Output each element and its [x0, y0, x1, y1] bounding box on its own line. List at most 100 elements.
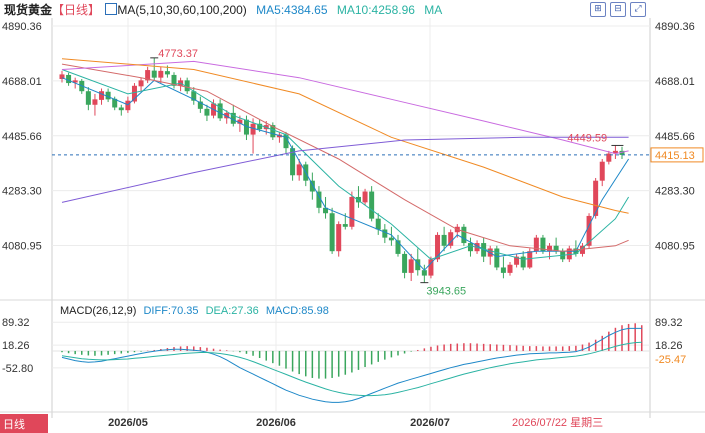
- candle-body: [164, 71, 170, 75]
- candle-body: [547, 245, 553, 252]
- macd-tick-left-1: 18.26: [2, 340, 30, 352]
- candle-body: [99, 91, 105, 100]
- expand-icon[interactable]: ⤢: [630, 2, 646, 17]
- candle-body: [355, 196, 361, 203]
- candle-body: [349, 196, 355, 227]
- candle-body: [197, 101, 203, 109]
- candle-body: [296, 164, 302, 176]
- candle-body: [250, 123, 256, 135]
- candle-body: [441, 234, 447, 246]
- ma-extra-label: MA: [424, 3, 443, 17]
- candle-body: [59, 74, 65, 80]
- candle-body: [66, 74, 72, 84]
- candle-body: [85, 91, 91, 105]
- candle-body: [579, 245, 585, 254]
- ma200-line: [61, 136, 629, 203]
- candle-body: [243, 119, 249, 135]
- candle-body: [428, 259, 434, 276]
- candle-body: [171, 74, 177, 86]
- candle-body: [369, 191, 375, 219]
- zoom-in-icon[interactable]: ⊞: [590, 2, 606, 17]
- x-label-2: 2026/07: [410, 417, 450, 429]
- candle-body: [514, 256, 520, 265]
- candle-body: [467, 243, 473, 252]
- macd-diff-line: [61, 327, 642, 403]
- candle-body: [362, 191, 368, 203]
- candle-body: [283, 134, 289, 149]
- candle-body: [507, 264, 513, 273]
- footer-tag: [0, 414, 48, 433]
- candle-body: [435, 234, 441, 260]
- candle-body: [184, 80, 190, 92]
- period-label[interactable]: 【日线】: [52, 3, 101, 17]
- candle-body: [138, 80, 144, 87]
- macd-dea-readout: DEA:27.36: [205, 305, 259, 317]
- candle-body: [204, 108, 210, 116]
- y-tick-right-3: 4283.30: [655, 186, 695, 198]
- current-price-text: 4415.13: [655, 150, 695, 162]
- ma5-line: [61, 77, 630, 271]
- y-tick-right-1: 4688.01: [655, 76, 695, 88]
- macd-tick-right-0: 89.32: [655, 317, 683, 329]
- y-tick-left-1: 4688.01: [2, 76, 42, 88]
- y-tick-right-0: 4890.36: [655, 21, 695, 33]
- candle-body: [461, 226, 467, 244]
- candle-body: [553, 245, 559, 252]
- candle-body: [448, 232, 454, 246]
- candle-body: [290, 148, 296, 176]
- recent-high-annotation: 4449.59: [567, 132, 607, 144]
- current-price-tag: [650, 147, 704, 163]
- candle-body: [237, 119, 243, 124]
- candle-body: [158, 70, 164, 78]
- candle-body: [131, 85, 137, 102]
- candle-body: [586, 215, 592, 246]
- candle-body: [593, 180, 599, 216]
- candle-body: [566, 248, 572, 260]
- zoom-out-icon[interactable]: ⊟: [610, 2, 626, 17]
- candle-body: [415, 259, 421, 271]
- ma30-line: [61, 63, 629, 252]
- candle-body: [257, 123, 263, 130]
- candle-body: [336, 224, 342, 252]
- ma10-readout: MA10:4258.96: [336, 3, 415, 17]
- candle-body: [323, 207, 329, 214]
- candle-body: [230, 112, 236, 124]
- candle-body: [382, 229, 388, 238]
- candle-body: [342, 224, 348, 227]
- candle-body: [118, 107, 124, 111]
- instrument-title: 现货黄金: [4, 3, 53, 17]
- macd-title: MACD(26,12,9): [60, 305, 137, 317]
- y-tick-left-3: 4283.30: [2, 186, 42, 198]
- candle-body: [309, 180, 315, 192]
- candle-body: [72, 80, 78, 83]
- candle-body: [500, 267, 506, 273]
- macd-value-readout: MACD:85.98: [265, 305, 329, 317]
- candle-body: [375, 218, 381, 230]
- high-annotation: 4773.37: [158, 48, 198, 60]
- ma-toggle-label[interactable]: MA(5,10,30,60,100,200): [117, 3, 247, 17]
- candle-body: [105, 91, 111, 100]
- macd-tick-right-1: 18.26: [655, 340, 683, 352]
- date-footer: 2026/07/22 星期三: [512, 416, 603, 429]
- candle-body: [606, 153, 612, 162]
- candle-body: [402, 253, 408, 273]
- candle-body: [329, 213, 335, 252]
- candle-body: [145, 70, 151, 81]
- candle-body: [224, 112, 230, 119]
- x-label-1: 2026/06: [256, 417, 296, 429]
- candle-body: [520, 256, 526, 268]
- macd-tick-right-2: -25.47: [655, 354, 686, 366]
- candle-body: [395, 240, 401, 254]
- low-annotation: 3943.65: [426, 286, 466, 298]
- candle-body: [619, 150, 625, 155]
- candle-body: [191, 91, 197, 101]
- x-label-0: 2026/05: [108, 417, 148, 429]
- macd-dea-line: [61, 341, 642, 397]
- ma-toggle-checkbox[interactable]: [105, 3, 118, 15]
- y-tick-left-2: 4485.66: [2, 131, 42, 143]
- candle-body: [408, 259, 414, 273]
- candle-body: [92, 99, 98, 105]
- macd-header: MACD(26,12,9) DIFF:70.35 DEA:27.36 MACD:…: [60, 305, 329, 317]
- ma60-line: [61, 60, 629, 155]
